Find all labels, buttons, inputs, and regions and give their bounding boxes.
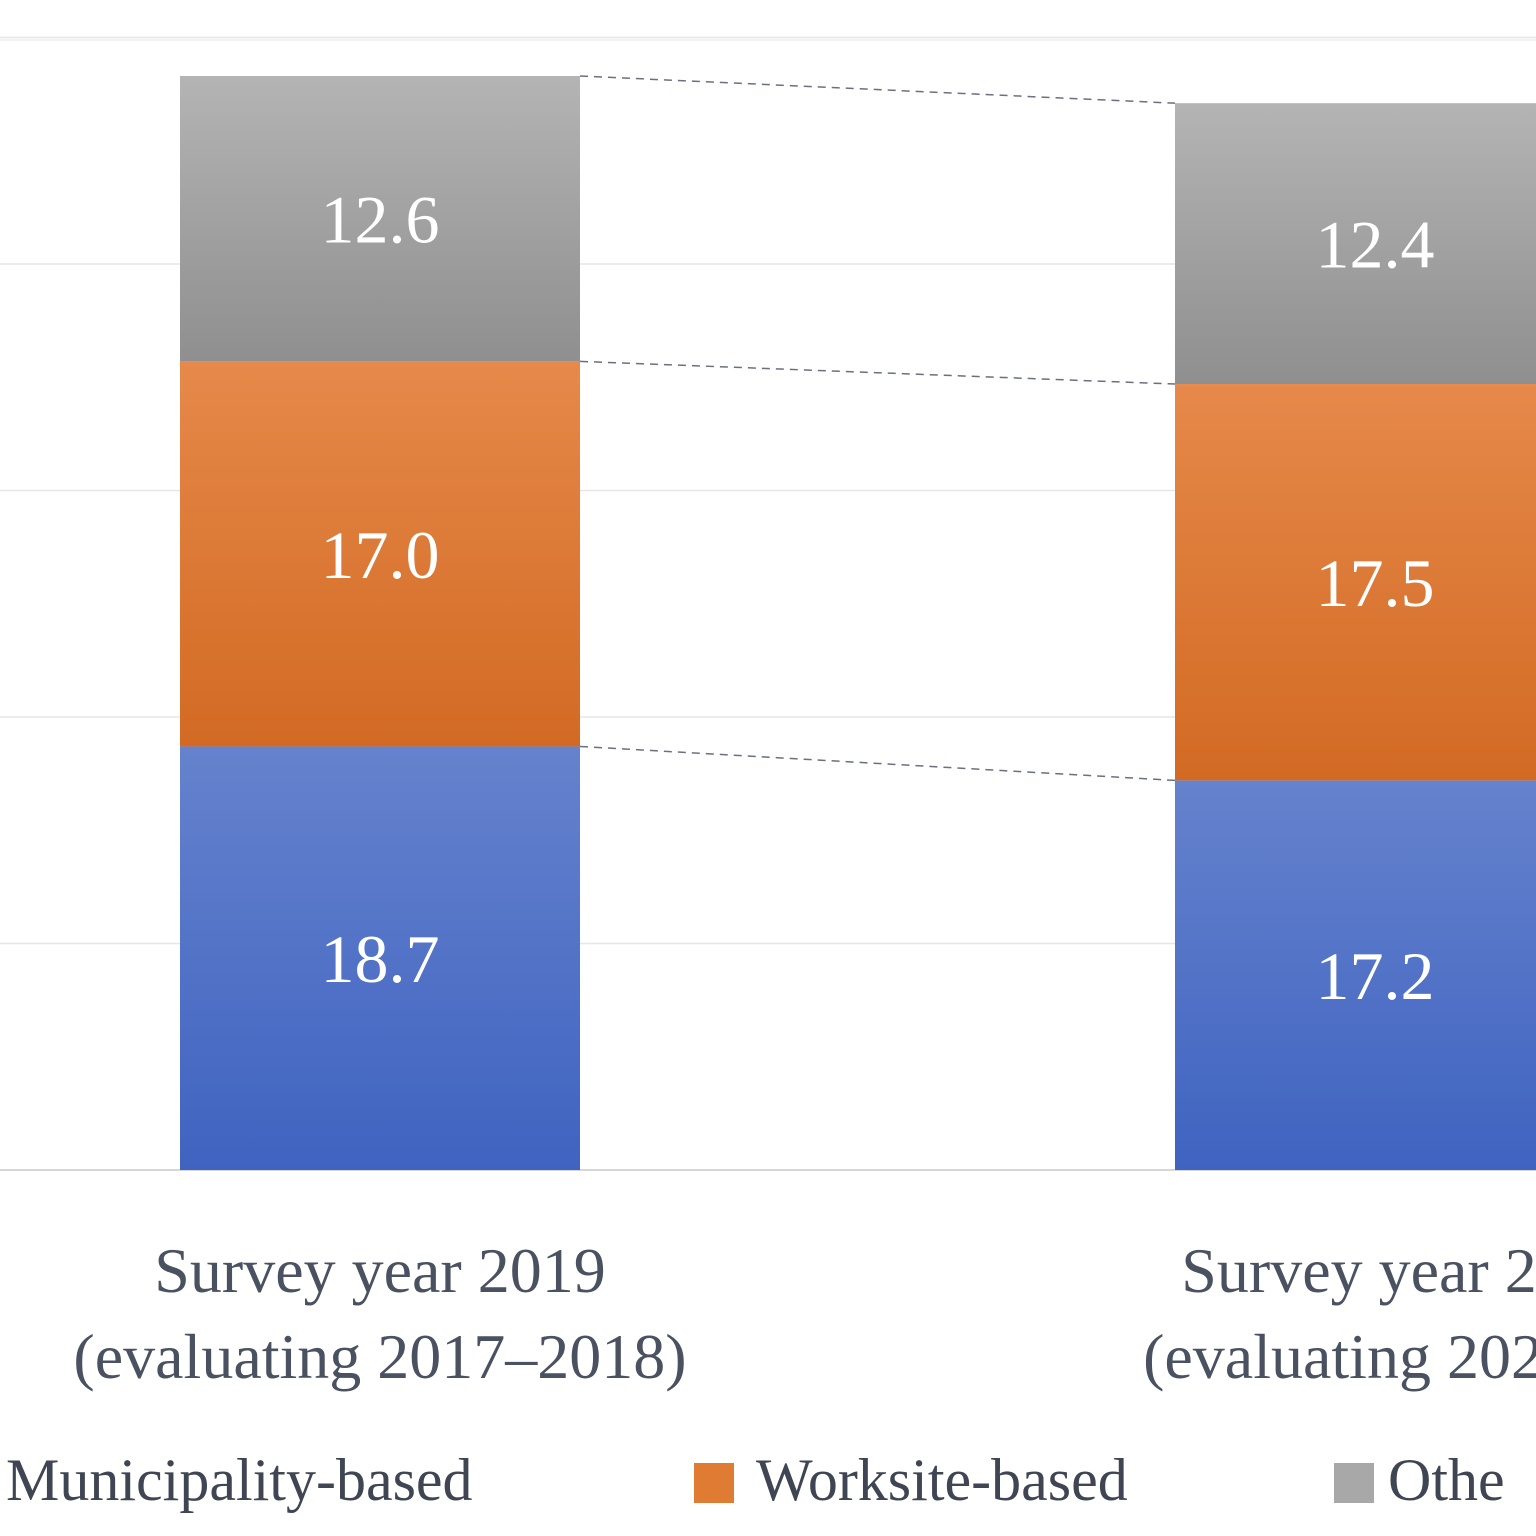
legend-swatch-worksite-based: [694, 1463, 734, 1503]
bar-worksite-based-1: [180, 361, 580, 747]
bar-municipality-based-1: [180, 746, 580, 1170]
data-label-municipality-based-2: 17.2: [1316, 938, 1435, 1014]
data-label-municipality-based-1: 18.7: [321, 921, 440, 997]
category-label-line1-2: Survey year 20: [1181, 1235, 1536, 1306]
legend-swatch-other: [1334, 1463, 1374, 1503]
legend-label-other: Othe: [1388, 1447, 1505, 1513]
connector-line: [579, 360, 1176, 385]
bar-municipality-based-2: [1175, 780, 1536, 1170]
data-labels: 18.7 17.0 12.6 17.2 17.5 12.4: [321, 182, 1435, 1015]
data-label-othe-1: 12.6: [321, 182, 440, 258]
category-labels: Survey year 2019 (evaluating 2017–2018) Su…: [73, 1235, 1536, 1392]
bar-othe-1: [180, 76, 580, 362]
data-label-worksite-based-2: 17.5: [1316, 545, 1435, 621]
series-connector-lines: [579, 75, 1176, 782]
data-label-worksite-based-1: 17.0: [321, 517, 440, 593]
legend-label-worksite-based: Worksite-based: [756, 1447, 1128, 1513]
connector-line: [579, 745, 1176, 782]
category-label-line1-1: Survey year 2019: [154, 1235, 605, 1306]
bar-worksite-based-2: [1175, 384, 1536, 781]
bars: [180, 76, 1536, 1170]
connector-line: [579, 75, 1176, 104]
category-label-line2-2: (evaluating 2020–: [1143, 1321, 1536, 1392]
data-label-othe-2: 12.4: [1316, 207, 1435, 283]
legend-label-municipality-based: Municipality-based: [6, 1447, 473, 1513]
category-label-line2-1: (evaluating 2017–2018): [73, 1321, 686, 1392]
legend: Municipality-based Worksite-based Othe: [0, 1435, 1536, 1525]
bar-othe-2: [1175, 103, 1536, 385]
